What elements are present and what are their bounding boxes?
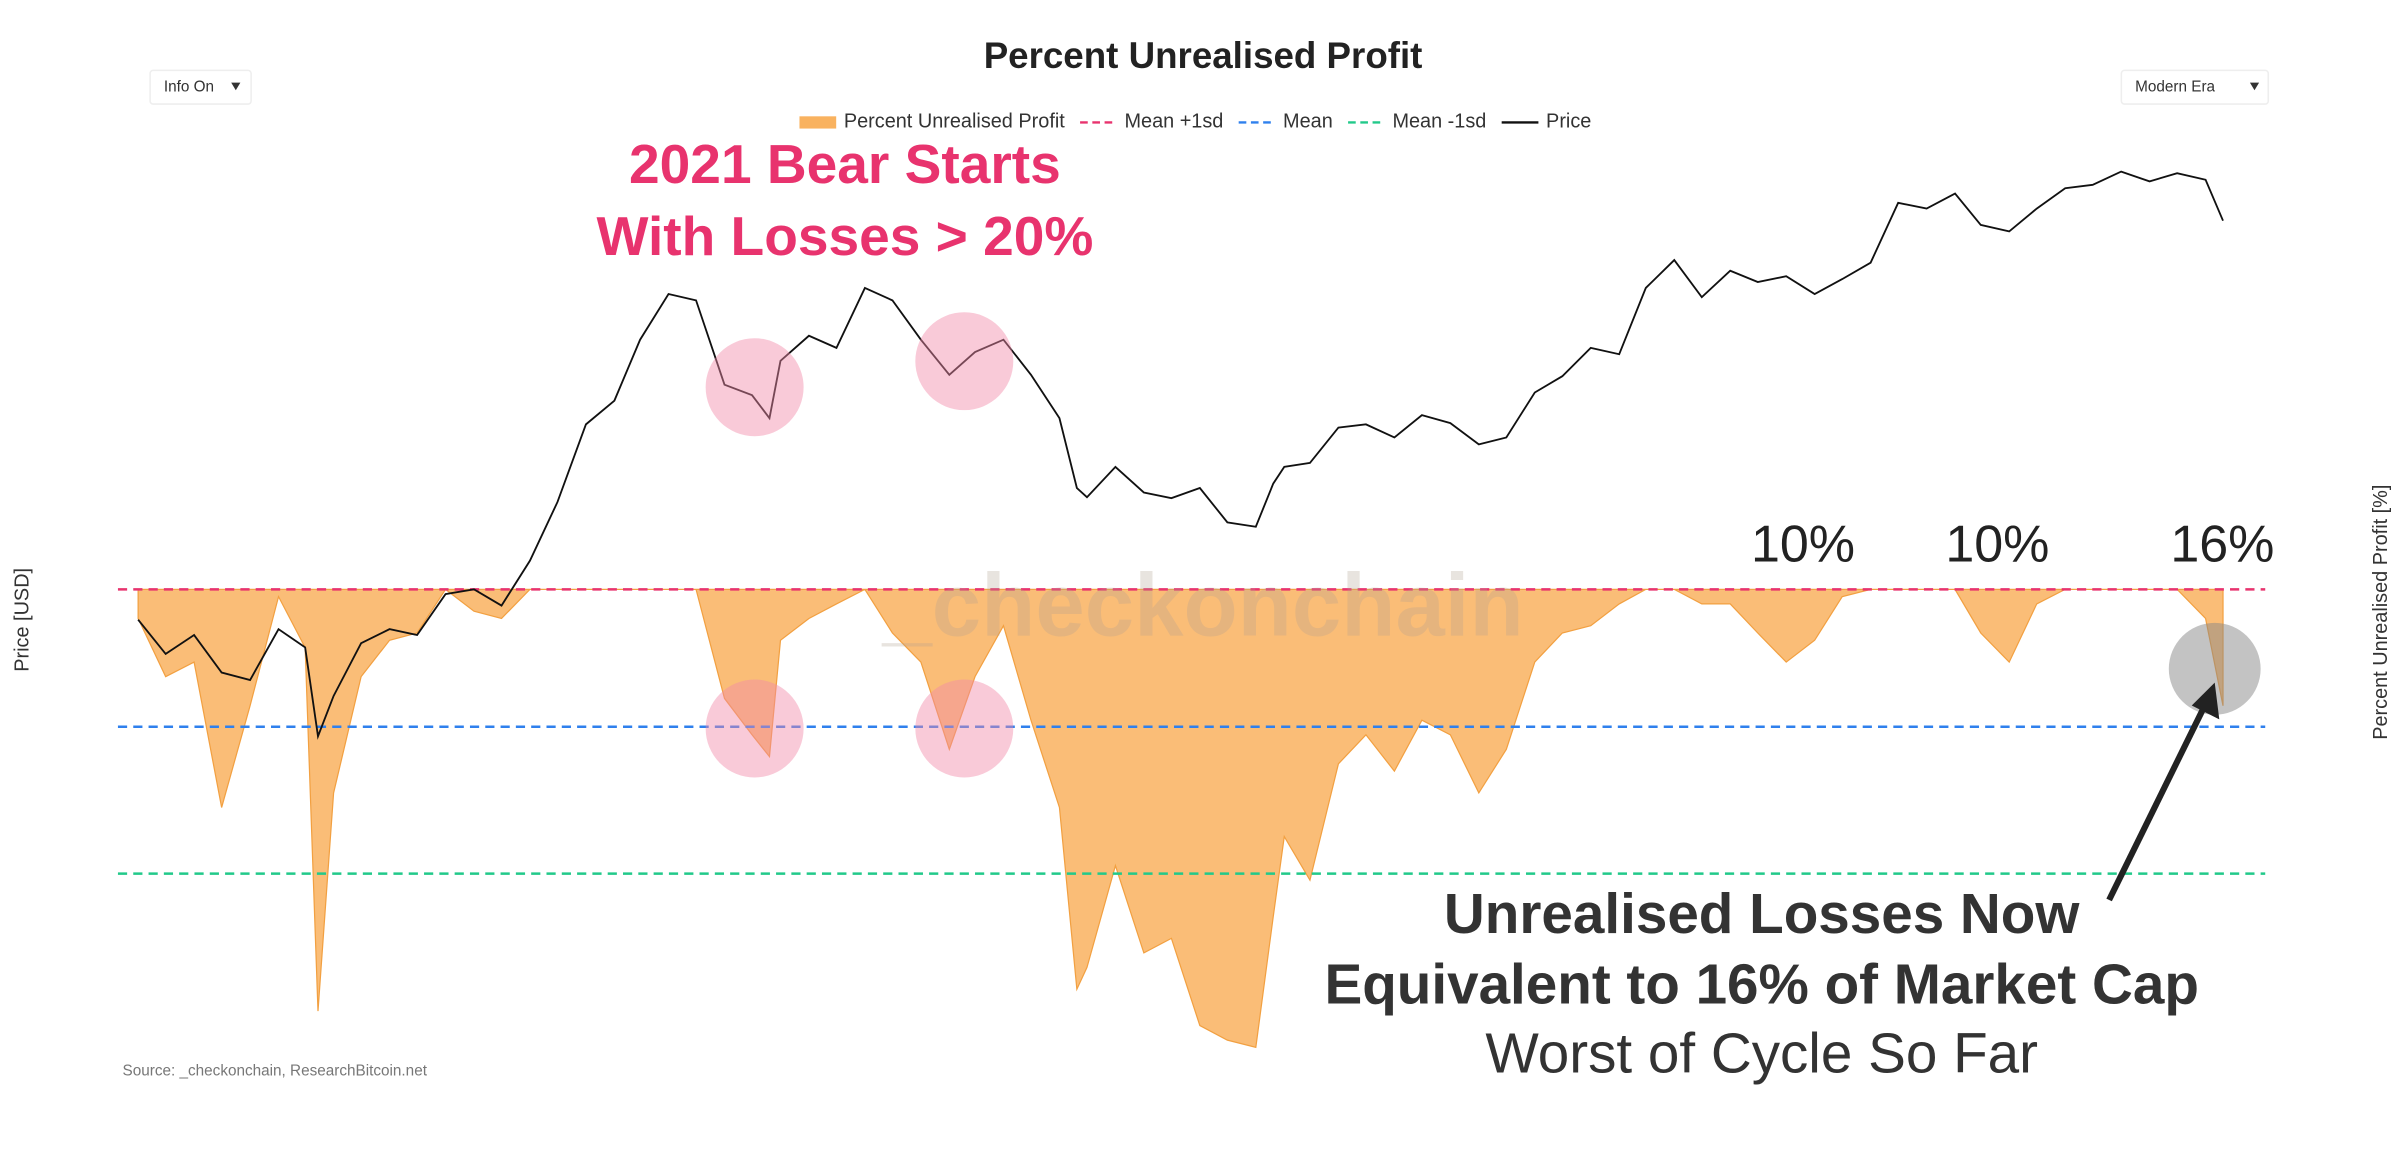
arrow-shaft <box>2106 705 2207 902</box>
legend-label: Mean <box>1283 111 1333 133</box>
legend: Percent Unrealised Profit Mean +1sd Mean Me… <box>799 111 1591 133</box>
over-layer: Percent Unrealised Profit Info On Modern… <box>11 35 2391 1085</box>
dropdown[interactable] <box>149 69 252 105</box>
annotation: With Losses > 20% <box>596 205 1093 267</box>
highlight-circle <box>915 679 1014 778</box>
annotation: Worst of Cycle So Far <box>1485 1022 2038 1085</box>
dropdown-label[interactable]: Modern Era <box>2135 78 2215 95</box>
legend-swatch <box>799 116 837 129</box>
chart-title: Percent Unrealised Profit <box>984 35 1423 76</box>
legend-label: Percent Unrealised Profit <box>844 111 1065 133</box>
legend-label: Mean -1sd <box>1392 111 1486 133</box>
highlight-circle <box>705 338 804 437</box>
annotation: 10% <box>1751 516 1855 574</box>
dropdown-arrow <box>2249 82 2260 91</box>
price-line <box>137 170 2224 740</box>
annotation: 16% <box>2170 516 2274 574</box>
highlight-circle <box>915 312 1014 411</box>
annotation: 10% <box>1945 516 2049 574</box>
watermark: _checkonchain <box>881 556 1523 655</box>
dropdown[interactable] <box>2120 69 2270 105</box>
legend-label: Mean +1sd <box>1124 111 1223 133</box>
marks-layer <box>117 170 2266 1049</box>
dropdown-arrow <box>231 82 241 91</box>
legend-label: Price <box>1546 111 1591 133</box>
annotation: 2021 Bear Starts <box>629 133 1061 195</box>
highlight-circle <box>2168 622 2261 715</box>
arrow-head <box>2191 682 2220 720</box>
y-axis-label: Price [USD] <box>11 568 33 672</box>
highlight-circle <box>705 679 804 778</box>
y2-axis-label: Percent Unrealised Profit [%] <box>2370 485 2392 740</box>
annotation: Unrealised Losses Now <box>1444 882 2080 945</box>
source: Source: _checkonchain, ResearchBitcoin.n… <box>123 1062 428 1079</box>
area <box>137 588 2224 1049</box>
annotation: Equivalent to 16% of Market Cap <box>1324 953 2199 1016</box>
dropdown-label[interactable]: Info On <box>164 78 214 95</box>
